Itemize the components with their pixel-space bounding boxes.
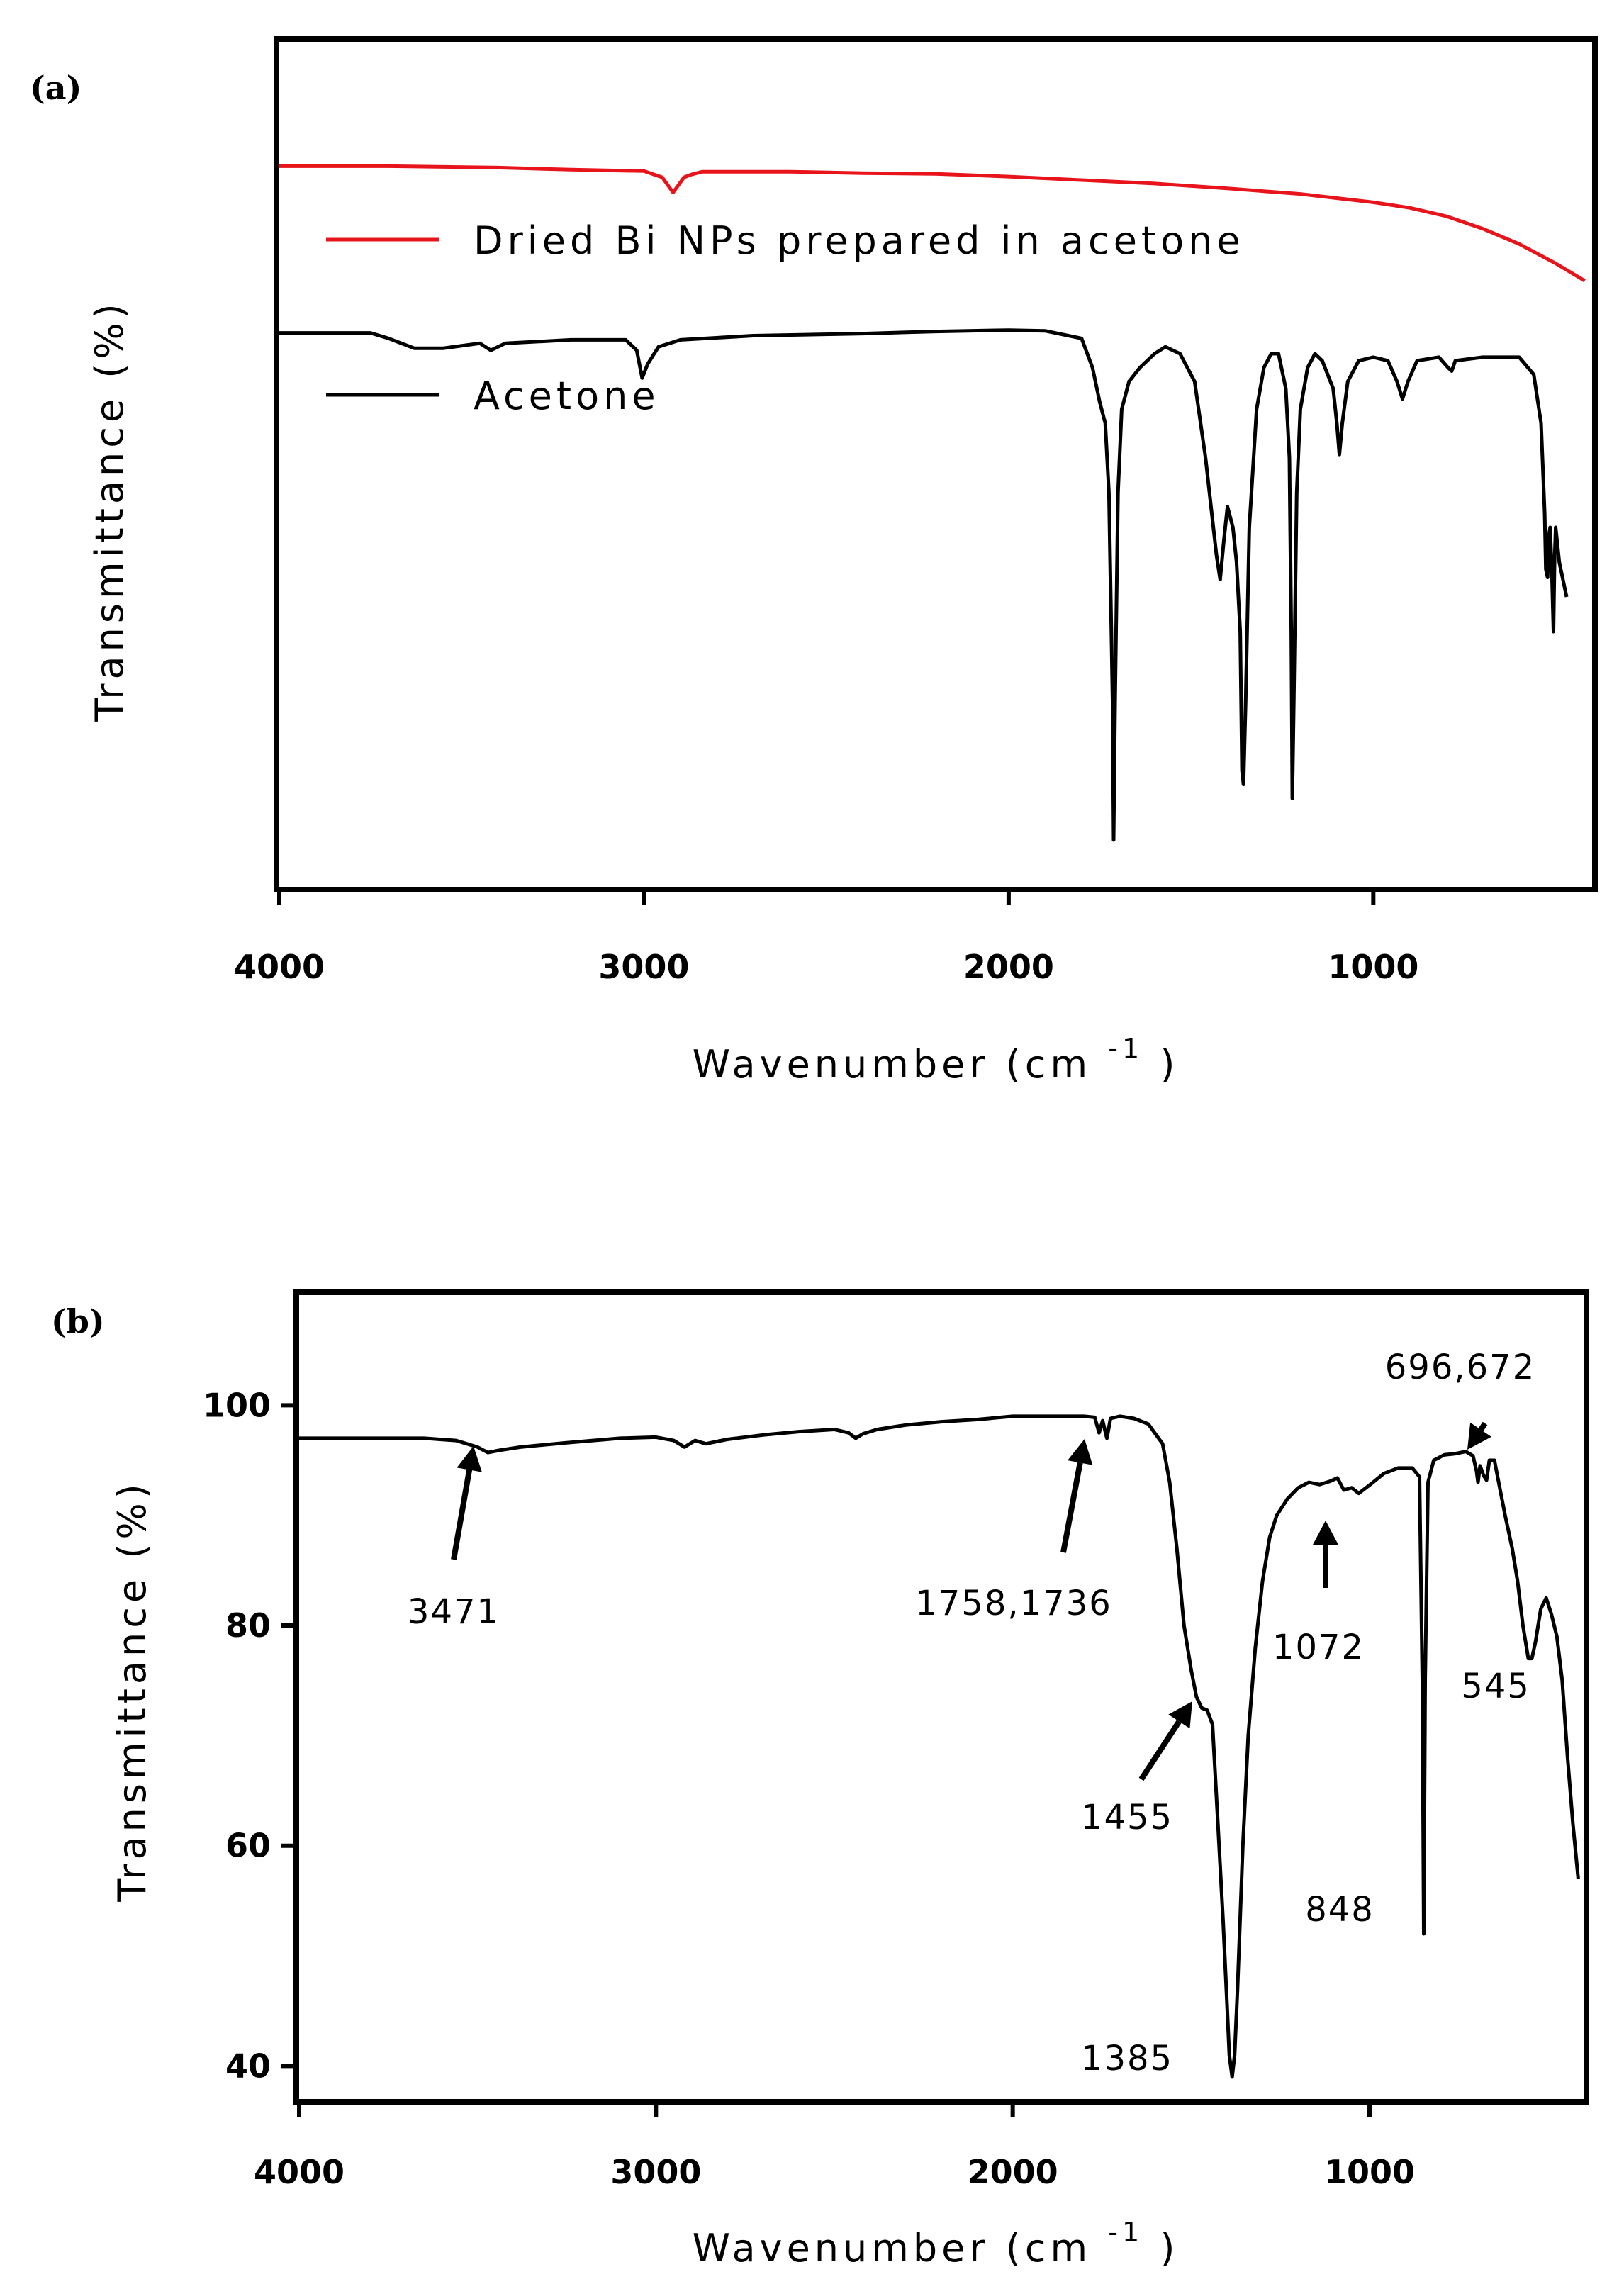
panel-a-series-line-0 (279, 164, 1586, 283)
annotation-arrow-head-696-672 (1467, 1422, 1491, 1450)
annotation-label-1072: 1072 (1272, 1628, 1365, 1667)
panel-b-x-axis-title-superscript: -1 (1108, 2217, 1143, 2248)
legend-label-acetone: Acetone (474, 374, 660, 418)
panel-b-x-axis-title: Wavenumber (cm -1 ) (693, 2206, 1180, 2271)
panel-a-legend: Dried Bi NPs prepared in acetone Acetone (326, 218, 1245, 418)
panel-a-x-tick-label-4000: 4000 (234, 948, 325, 986)
annotation-label-545: 545 (1461, 1667, 1530, 1706)
panel-a-plot-frame (274, 36, 1598, 892)
annotation-label-848: 848 (1305, 1890, 1374, 1930)
legend-label-dried-bi-nps: Dried Bi NPs prepared in acetone (474, 218, 1245, 263)
panel-a-x-axis-title: Wavenumber (cm -1 ) (693, 1022, 1180, 1087)
panel-b-y-ticks: 40 60 80 100 (203, 1386, 299, 2085)
panel-b-x-axis-title-main: Wavenumber (cm (693, 2226, 1092, 2271)
panel-a-x-ticks: 4000 3000 2000 1000 (234, 887, 1418, 986)
annotation-label-3471: 3471 (408, 1592, 500, 1632)
panel-a-series-line-1 (279, 328, 1569, 842)
annotation-arrow-shaft-1758-1736 (1060, 1462, 1083, 1553)
panel-b-series-group (299, 1414, 1580, 2079)
annotation-arrow-head-3471 (457, 1446, 482, 1472)
panel-b-annotations: 3471 1758,1736 1455 1385 1072 848 696,672 545 (408, 1348, 1536, 2078)
panel-b: (b) Transmittance (%) 4000 3000 2000 1000 4… (51, 1289, 1589, 2271)
annotation-label-1455: 1455 (1081, 1798, 1173, 1837)
annotation-arrow-shaft-696-672 (1478, 1421, 1488, 1432)
panel-a-x-tick-label-1000: 1000 (1328, 948, 1418, 986)
annotation-arrow-head-1072 (1313, 1521, 1338, 1545)
panel-b-x-axis-title-close: ) (1160, 2226, 1179, 2271)
annotation-arrow-shaft-3471 (451, 1469, 473, 1560)
panel-a-y-axis-title: Transmittance (%) (87, 299, 132, 722)
panel-b-y-tick-label-40: 40 (225, 2047, 271, 2085)
panel-a-label: (a) (30, 69, 82, 107)
panel-a-x-axis-title-superscript: -1 (1108, 1033, 1143, 1064)
panel-b-x-tick-label-2000: 2000 (968, 2153, 1058, 2191)
panel-b-series-line-0 (299, 1414, 1580, 2079)
panel-a-series-group (279, 164, 1586, 842)
panel-b-y-tick-label-80: 80 (225, 1606, 271, 1645)
panel-a: (a) Transmittance (%) 4000 3000 2000 1000 W… (30, 36, 1598, 1087)
panel-b-y-tick-label-60: 60 (225, 1827, 271, 1865)
panel-a-x-axis-title-close: ) (1160, 1042, 1179, 1087)
panel-b-x-ticks: 4000 3000 2000 1000 (254, 2099, 1415, 2191)
annotation-arrow-head-1758-1736 (1068, 1439, 1093, 1465)
panel-a-x-tick-label-2000: 2000 (963, 948, 1054, 986)
annotation-label-696-672: 696,672 (1385, 1348, 1536, 1387)
annotation-arrow-shaft-1455 (1138, 1720, 1182, 1781)
annotation-label-1758-1736: 1758,1736 (915, 1584, 1112, 1623)
annotation-arrow-head-1455 (1168, 1701, 1192, 1729)
panel-b-y-tick-label-100: 100 (203, 1386, 271, 1424)
panel-a-x-tick-label-3000: 3000 (598, 948, 689, 986)
panel-b-plot-frame (293, 1289, 1589, 2105)
panel-b-label: (b) (51, 1302, 105, 1340)
panel-b-x-tick-label-3000: 3000 (610, 2153, 701, 2191)
panel-b-x-tick-label-1000: 1000 (1324, 2153, 1415, 2191)
panel-b-x-tick-label-4000: 4000 (254, 2153, 345, 2191)
panel-a-x-axis-title-main: Wavenumber (cm (693, 1042, 1092, 1087)
panel-b-y-axis-title: Transmittance (%) (110, 1479, 155, 1903)
annotation-label-1385: 1385 (1081, 2039, 1173, 2078)
